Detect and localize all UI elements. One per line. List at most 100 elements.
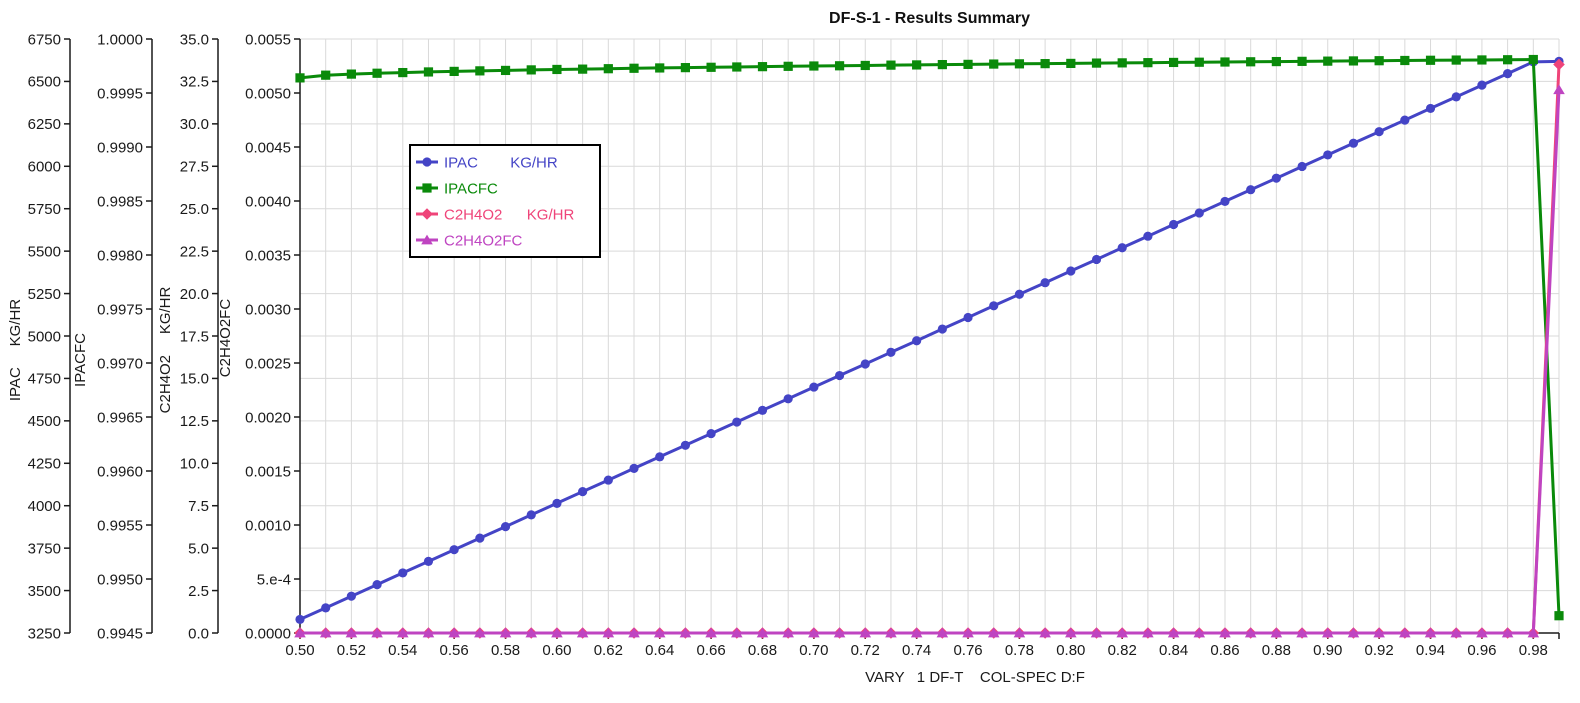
y-tick-label: 0.9975 — [97, 301, 143, 318]
y-tick-label: 17.5 — [180, 328, 209, 345]
x-tick-label: 0.84 — [1159, 642, 1188, 659]
data-point-marker — [936, 627, 949, 638]
data-point-marker — [730, 627, 743, 638]
data-point-marker — [706, 428, 716, 439]
y-tick-label: 6000 — [28, 159, 61, 176]
data-point-marker — [963, 312, 973, 323]
data-point-marker — [987, 627, 1000, 638]
data-point-marker — [1321, 627, 1334, 638]
data-point-marker — [680, 440, 691, 450]
y-tick-label: 2.5 — [188, 583, 209, 600]
y-tick-label: 0.9990 — [97, 139, 143, 156]
y-axis-title-ipac: IPAC KG/HR — [7, 299, 24, 401]
data-point-marker — [808, 627, 820, 638]
data-point-marker — [937, 324, 947, 334]
x-tick-label: 0.54 — [388, 642, 417, 659]
data-point-marker — [1477, 55, 1487, 65]
data-point-marker — [1503, 69, 1513, 79]
data-point-marker — [705, 627, 717, 638]
data-point-marker — [1399, 627, 1411, 638]
series-line-ipacfc — [298, 58, 1561, 618]
x-tick-label: 0.88 — [1262, 642, 1291, 659]
y-axis-c2h4o2fc: 0.0055 0.0050 0.0045 0.0040 0.0035 0.0030 0.00… — [217, 31, 301, 642]
data-point-marker — [421, 208, 433, 220]
x-tick-label: 0.86 — [1210, 642, 1239, 659]
data-point-marker — [680, 63, 691, 73]
x-tick-label: 0.74 — [902, 642, 931, 659]
data-point-marker — [1193, 627, 1206, 638]
data-point-marker — [1373, 627, 1385, 638]
data-point-marker — [989, 301, 999, 311]
data-point-marker — [834, 370, 845, 381]
data-point-marker — [421, 234, 433, 245]
data-point-marker — [1348, 56, 1359, 66]
x-tick-label: 0.90 — [1313, 642, 1342, 659]
data-point-marker — [912, 336, 922, 346]
x-tick-label: 0.76 — [953, 642, 982, 659]
data-point-marker — [629, 63, 639, 73]
legend-item-c2h4o2fc[interactable]: C2H4O2FC — [416, 232, 523, 249]
legend-units: KG/HR — [527, 206, 575, 223]
y-tick-label: 22.5 — [180, 243, 209, 260]
legend-label: IPACFC — [444, 180, 498, 197]
data-point-marker — [834, 61, 845, 71]
data-point-marker — [422, 157, 432, 167]
data-point-marker — [782, 627, 794, 638]
data-point-marker — [1553, 58, 1565, 71]
data-point-marker — [449, 545, 459, 555]
x-tick-label: 0.52 — [337, 642, 366, 659]
data-point-marker — [422, 627, 435, 638]
y-tick-label: 0.0015 — [245, 463, 291, 480]
legend-item-c2h4o2[interactable]: C2H4O2 KG/HR — [416, 206, 574, 223]
data-point-marker — [1014, 59, 1025, 69]
y-tick-label: 0.0010 — [245, 517, 291, 534]
y-tick-label: 0.9970 — [97, 355, 143, 372]
data-point-marker — [859, 627, 872, 638]
y-tick-label: 0.0040 — [245, 193, 291, 210]
data-point-marker — [1374, 56, 1384, 66]
data-point-marker — [1554, 611, 1564, 621]
data-point-marker — [295, 614, 305, 625]
data-point-marker — [449, 66, 459, 76]
data-point-marker — [1476, 627, 1488, 638]
data-point-marker — [1503, 55, 1513, 65]
data-point-marker — [1220, 196, 1230, 207]
data-point-marker — [398, 568, 408, 578]
series-line-c2h4o2fc — [298, 88, 1561, 635]
y-tick-label: 15.0 — [180, 371, 209, 388]
data-point-marker — [475, 66, 485, 76]
legend-item-ipacfc[interactable]: IPACFC — [416, 180, 498, 197]
data-point-marker — [885, 627, 897, 638]
data-point-marker — [910, 627, 923, 638]
x-tick-label: 0.60 — [542, 642, 571, 659]
y-tick-label: 5750 — [28, 201, 61, 218]
y-tick-label: 25.0 — [180, 201, 209, 218]
data-point-marker — [1219, 627, 1231, 638]
data-point-marker — [1117, 58, 1127, 68]
data-point-marker — [1117, 243, 1127, 253]
y-tick-label: 5.0 — [188, 540, 209, 557]
data-point-marker — [783, 394, 793, 404]
x-axis-label: VARY 1 DF-T COL-SPEC D:F — [865, 669, 1085, 686]
data-point-marker — [526, 65, 536, 75]
data-point-marker — [1142, 627, 1154, 638]
x-tick-label: 0.56 — [440, 642, 469, 659]
data-point-marker — [1297, 161, 1307, 172]
data-point-marker — [474, 627, 486, 638]
legend-item-ipac[interactable]: IPAC KG/HR — [416, 154, 558, 171]
y-tick-label: 20.0 — [180, 286, 209, 303]
data-point-marker — [629, 463, 639, 473]
y-tick-label: 5250 — [28, 286, 61, 303]
data-point-marker — [655, 452, 665, 462]
data-point-marker — [295, 73, 305, 83]
chart-title: DF-S-1 - Results Summary — [829, 10, 1030, 27]
data-point-marker — [628, 627, 640, 638]
data-point-marker — [1527, 627, 1540, 638]
data-point-marker — [371, 627, 383, 638]
data-point-marker — [499, 627, 512, 638]
legend-label: C2H4O2 — [444, 206, 502, 223]
data-point-marker — [372, 580, 382, 590]
x-tick-label: 0.70 — [799, 642, 828, 659]
data-point-marker — [963, 59, 973, 69]
